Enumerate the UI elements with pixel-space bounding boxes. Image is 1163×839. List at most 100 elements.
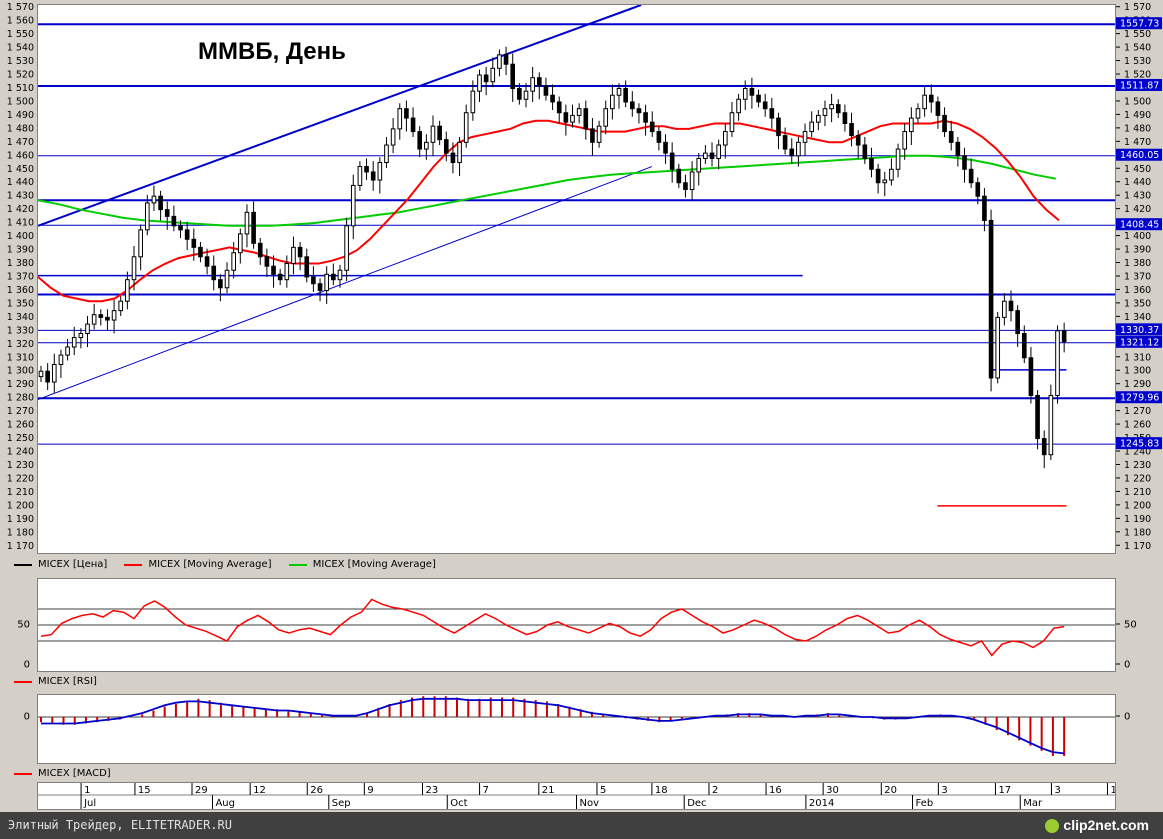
- date-tick-label: 12: [253, 785, 266, 796]
- y-tick-label-left: 1 330: [7, 325, 34, 336]
- candle-body: [769, 108, 775, 119]
- price-axis: 1 170 1 180 1 190 1 200 1 210 1 220 1 230 1 240…: [1116, 2, 1162, 552]
- y-tick-label-left: 1 460: [7, 150, 34, 161]
- candle-body: [497, 54, 502, 69]
- y-tick-label-left: 1 220: [7, 473, 34, 484]
- candle-body: [138, 229, 143, 258]
- candle-body: [410, 117, 416, 133]
- candle-body: [377, 162, 383, 181]
- candle-body: [65, 346, 70, 356]
- candle-body: [590, 128, 595, 143]
- candle-body: [663, 141, 668, 154]
- y-tick-label: 1 340: [1124, 312, 1151, 323]
- candle-body: [105, 316, 110, 321]
- candle-body: [430, 125, 436, 143]
- candle-body: [91, 314, 97, 325]
- candle-body: [895, 148, 901, 170]
- y-tick-label: 1 290: [1124, 379, 1151, 390]
- y-tick-label: 1 220: [1124, 473, 1151, 484]
- candle-body: [390, 128, 396, 146]
- date-tick-label: 26: [310, 785, 323, 796]
- candle-body: [782, 135, 788, 150]
- price-axis-left: 1 170 1 180 1 190 1 200 1 210 1 220 1 230 1 240…: [7, 2, 34, 552]
- y-tick-label: 1 170: [1124, 541, 1151, 552]
- candle-body: [669, 152, 675, 170]
- candle-body: [231, 252, 236, 271]
- y-tick-label: 1 300: [1124, 366, 1151, 377]
- y-tick-label: 1 470: [1124, 137, 1151, 148]
- y-tick-label-left: 1 480: [7, 123, 34, 134]
- candle-body: [98, 314, 104, 318]
- candle-body: [417, 131, 423, 150]
- date-tick-label: 2: [712, 785, 718, 796]
- candle-body: [331, 273, 336, 281]
- candle-body: [556, 101, 562, 114]
- y-tick-label-left: 1 390: [7, 245, 34, 256]
- candle-body: [968, 168, 974, 184]
- y-tick-label-left: 1 200: [7, 500, 34, 511]
- candle-body: [397, 108, 403, 130]
- candle-body: [490, 67, 496, 83]
- legend-item: MICEX [Moving Average]: [312, 559, 436, 570]
- candle-body: [211, 265, 217, 281]
- y-tick-label: 1 190: [1124, 514, 1151, 525]
- candle-body: [483, 74, 489, 83]
- candle-body: [370, 171, 376, 181]
- footer-logo-text: clip2net.com: [1063, 817, 1149, 833]
- candle-body: [364, 166, 369, 173]
- y-tick-label-left: 1 530: [7, 56, 34, 67]
- candle-body: [164, 209, 170, 217]
- candle-body: [842, 112, 848, 124]
- rsi-tick-label-left: 50: [17, 620, 30, 631]
- y-tick-label: 1 570: [1124, 2, 1151, 13]
- y-tick-label-left: 1 280: [7, 393, 34, 404]
- y-tick-label-left: 1 560: [7, 16, 34, 27]
- rsi-pane[interactable]: [37, 578, 1116, 672]
- price-pane[interactable]: [37, 4, 1116, 554]
- candle-body: [218, 279, 223, 289]
- candle-body: [855, 135, 861, 146]
- y-tick-label-left: 1 420: [7, 204, 34, 215]
- date-tick-label: 23: [425, 785, 438, 796]
- candle-body: [982, 195, 987, 221]
- price-legend: MICEX [Цена] MICEX [Moving Average] MICE…: [0, 557, 436, 573]
- candle-body: [703, 152, 708, 159]
- y-tick-label-left: 1 380: [7, 258, 34, 269]
- candle-body: [503, 54, 509, 65]
- candle-body: [284, 263, 290, 281]
- level-tag: [1116, 148, 1162, 161]
- candle-body: [576, 108, 582, 116]
- candle-body: [975, 182, 981, 197]
- candle-body: [317, 283, 323, 291]
- candle-body: [570, 114, 575, 123]
- candle-body: [523, 90, 529, 100]
- candle-body: [909, 117, 914, 133]
- date-tick-label: 17: [1110, 785, 1115, 796]
- rsi-chart: [38, 598, 1115, 657]
- candle-body: [1008, 300, 1014, 312]
- y-tick-label-left: 1 430: [7, 191, 34, 202]
- y-tick-label: 1 310: [1124, 352, 1151, 363]
- candle-body: [550, 94, 555, 103]
- candle-body: [942, 114, 947, 133]
- candle-body: [603, 108, 609, 127]
- y-tick-label: 1 400: [1124, 231, 1151, 242]
- candle-body: [683, 182, 688, 190]
- y-tick-label-left: 1 540: [7, 43, 34, 54]
- footer-source: Элитный Трейдер, ELITETRADER.RU: [8, 818, 232, 832]
- legend-item: MICEX [RSI]: [38, 676, 97, 687]
- candle-body: [251, 211, 256, 244]
- macd-pane[interactable]: [37, 694, 1116, 764]
- candle-body: [742, 87, 748, 100]
- candle-body: [928, 94, 934, 103]
- legend-item: MICEX [MACD]: [38, 768, 111, 779]
- y-tick-label: 1 550: [1124, 29, 1151, 40]
- candle-body: [776, 117, 781, 137]
- candle-body: [291, 246, 296, 265]
- candle-body: [424, 141, 429, 150]
- candle-body: [889, 168, 894, 181]
- candle-body: [118, 300, 124, 312]
- rsi-tick-label-left: 0: [24, 660, 30, 671]
- candle-body: [948, 131, 954, 143]
- rsi-axis: 50 0: [1116, 620, 1137, 671]
